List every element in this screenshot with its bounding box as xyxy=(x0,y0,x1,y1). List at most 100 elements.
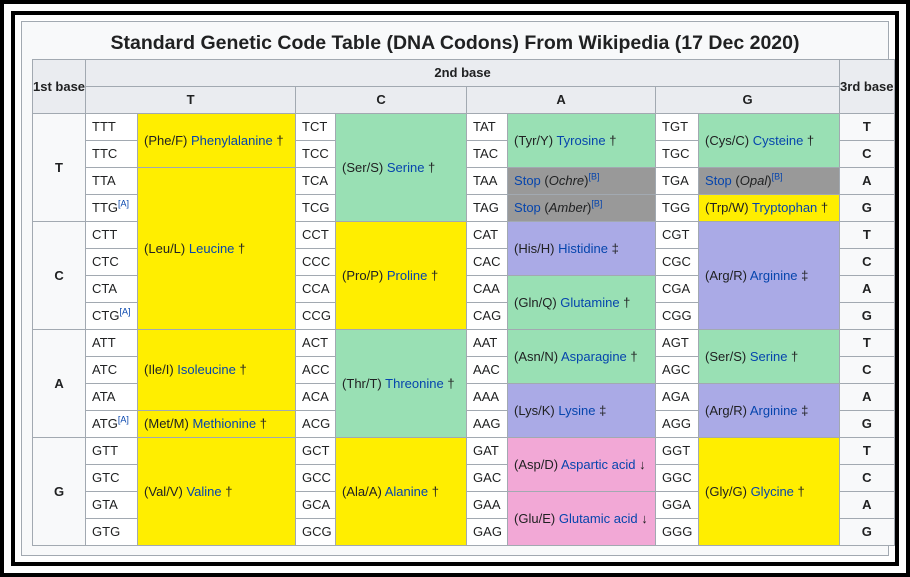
amino-acid-ala: (Ala/A) Alanine † xyxy=(335,437,468,546)
codon-cell: GGA xyxy=(655,491,700,519)
aa-name-link[interactable]: Methionine xyxy=(192,416,257,431)
codon-text: GGG xyxy=(662,524,693,539)
footnote-b[interactable]: [B] xyxy=(588,171,600,182)
codon-cell: TGA xyxy=(655,167,700,195)
aa-name-link[interactable]: Serine xyxy=(749,348,788,364)
aa-mark: † xyxy=(431,483,439,499)
codon-cell: CAA xyxy=(466,275,509,303)
codon-cell: ACT xyxy=(295,329,337,357)
amino-acid-asp: (Asp/D) Aspartic acid ↓ xyxy=(507,437,657,492)
stop-codon-amber: Stop (Amber)[B] xyxy=(507,194,657,222)
aa-code: (Ala/A) xyxy=(342,483,382,499)
footnote-a[interactable]: [A] xyxy=(117,414,129,425)
amino-acid-leu: (Leu/L) Leucine † xyxy=(137,167,297,330)
codon-cell: TGC xyxy=(655,140,700,168)
third-base-cell: C xyxy=(839,356,895,384)
aa-code: (Tyr/Y) xyxy=(514,132,554,148)
third-base-cell: G xyxy=(839,302,895,330)
codon-text: AAT xyxy=(473,335,498,350)
aa-name-link[interactable]: Valine xyxy=(186,483,222,499)
aa-code: (Thr/T) xyxy=(342,375,382,391)
aa-name-link[interactable]: Arginine xyxy=(749,267,798,283)
amino-acid-asn: (Asn/N) Asparagine † xyxy=(507,329,657,384)
footnote-b[interactable]: [B] xyxy=(771,171,783,182)
third-base-cell: G xyxy=(839,518,895,546)
aa-name-link[interactable]: Cysteine xyxy=(752,132,804,148)
aa-name-link[interactable]: Leucine xyxy=(188,240,235,256)
codon-text: CAA xyxy=(473,281,500,296)
second-base-header: 2nd base xyxy=(85,59,841,87)
stop-link[interactable]: Stop xyxy=(705,173,732,188)
codon-cell: AGC xyxy=(655,356,700,384)
aa-name-link[interactable]: Glutamic acid xyxy=(558,510,638,526)
amino-acid-pro: (Pro/P) Proline † xyxy=(335,221,468,330)
aa-name-link[interactable]: Threonine xyxy=(385,375,444,391)
codon-cell: CTC xyxy=(85,248,139,276)
aa-name-link[interactable]: Histidine xyxy=(558,240,608,256)
aa-name-link[interactable]: Arginine xyxy=(749,402,798,418)
codon-text: CGT xyxy=(662,227,690,242)
aa-code: (Arg/R) xyxy=(705,267,747,283)
codon-cell: AAA xyxy=(466,383,509,411)
codon-cell: CTT xyxy=(85,221,139,249)
codon-cell: TTT xyxy=(85,113,139,141)
codon-cell: GAT xyxy=(466,437,509,465)
aa-name-link[interactable]: Phenylalanine xyxy=(191,132,273,148)
aa-code: (Cys/C) xyxy=(705,132,750,148)
aa-name-link[interactable]: Lysine xyxy=(558,402,596,418)
amino-acid-arg1: (Arg/R) Arginine ‡ xyxy=(698,221,841,330)
aa-code: (His/H) xyxy=(514,240,555,256)
codon-row: T TTT (Phe/F) Phenylalanine † TCT (Ser/S) Se… xyxy=(31,113,895,222)
codon-text: TTA xyxy=(92,173,116,188)
codon-text: CGG xyxy=(662,308,692,323)
footnote-a[interactable]: [A] xyxy=(118,198,130,209)
codon-text: TGT xyxy=(662,119,689,134)
codon-cell: TTA xyxy=(85,167,139,195)
aa-name-link[interactable]: Alanine xyxy=(384,483,429,499)
footnote-b[interactable]: [B] xyxy=(591,198,603,209)
third-base-cell: G xyxy=(839,194,895,222)
stop-codon-ochre: Stop (Ochre)[B] xyxy=(507,167,657,195)
aa-name-link[interactable]: Proline xyxy=(386,267,428,283)
codon-cell: GCC xyxy=(295,464,337,492)
amino-acid-val: (Val/V) Valine † xyxy=(137,437,297,546)
aa-name-link[interactable]: Glycine xyxy=(750,483,794,499)
codon-cell: TAT xyxy=(466,113,509,141)
aa-name-link[interactable]: Asparagine xyxy=(561,348,627,364)
codon-cell: CCT xyxy=(295,221,337,249)
codon-cell: TGT xyxy=(655,113,700,141)
aa-name-link[interactable]: Tryptophan xyxy=(752,200,818,215)
amino-acid-phe: (Phe/F) Phenylalanine † xyxy=(137,113,297,168)
footnote-a[interactable]: [A] xyxy=(119,306,131,317)
codon-cell: CCA xyxy=(295,275,337,303)
amino-acid-his: (His/H) Histidine ‡ xyxy=(507,221,657,276)
aa-mark: ‡ xyxy=(801,267,809,283)
amino-acid-gly: (Gly/G) Glycine † xyxy=(698,437,841,546)
codon-text: GTG xyxy=(92,524,121,539)
aa-mark: † xyxy=(238,240,246,256)
aa-name-link[interactable]: Serine xyxy=(386,159,425,175)
aa-mark: † xyxy=(430,267,439,283)
codon-cell: CAC xyxy=(466,248,509,276)
stop-link[interactable]: Stop xyxy=(514,200,541,215)
aa-mark: ↓ xyxy=(639,456,646,472)
codon-row: CTC CCC CAC CGC C xyxy=(33,248,895,276)
aa-name-link[interactable]: Isoleucine xyxy=(177,362,236,377)
third-base-cell: T xyxy=(839,437,895,465)
stop-link[interactable]: Stop xyxy=(514,173,541,188)
codon-text: GAC xyxy=(473,470,502,485)
codon-text: CAC xyxy=(473,254,501,269)
codon-cell: CGA xyxy=(655,275,700,303)
codon-row: GTA GCA GAA (Glu/E) Glutamic acid ↓ GGA A xyxy=(33,491,895,546)
codon-cell: GGG xyxy=(655,518,700,546)
aa-name-link[interactable]: Tyrosine xyxy=(556,132,606,148)
codon-cell: TCT xyxy=(295,113,337,141)
aa-name-link[interactable]: Glutamine xyxy=(560,294,620,310)
codon-text: CTA xyxy=(92,281,118,296)
codon-text: GTA xyxy=(92,497,118,512)
codon-text: ACT xyxy=(302,335,329,350)
second-base-c: C xyxy=(295,86,468,114)
aa-name-link[interactable]: Aspartic acid xyxy=(561,456,636,472)
aa-mark: † xyxy=(276,132,284,148)
